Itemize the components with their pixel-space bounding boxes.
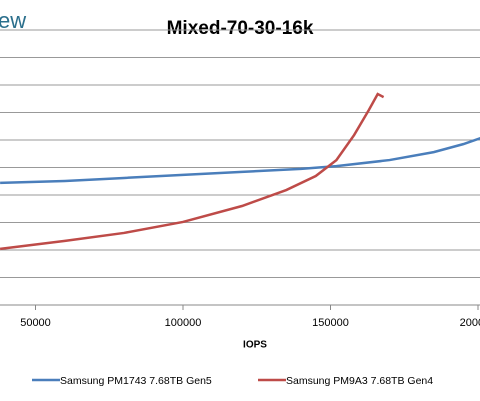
- logo: ew: [0, 8, 26, 33]
- chart-title: Mixed-70-30-16k: [167, 18, 314, 39]
- line-series: [0, 92, 385, 251]
- x-tick-label: 200000: [460, 317, 480, 329]
- x-tick-label: 150000: [312, 317, 349, 329]
- legend-label: Samsung PM1743 7.68TB Gen5: [60, 375, 212, 387]
- x-tick-label: 100000: [165, 317, 202, 329]
- line-series: [0, 137, 480, 185]
- x-axis-label: IOPS: [243, 340, 267, 351]
- legend-label: Samsung PM9A3 7.68TB Gen4: [286, 375, 433, 387]
- x-tick-label: 50000: [20, 317, 51, 329]
